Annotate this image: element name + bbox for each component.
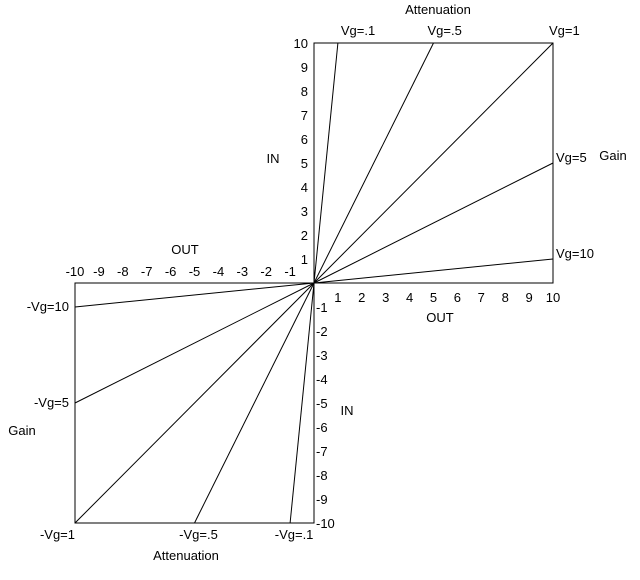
y-tick-label: -9 bbox=[316, 492, 328, 507]
x-tick-label: 3 bbox=[382, 290, 389, 305]
in-label-bottom: IN bbox=[341, 403, 354, 418]
y-tick-label: -1 bbox=[316, 300, 328, 315]
series-label: Vg=10 bbox=[556, 246, 594, 261]
x-tick-label: 2 bbox=[358, 290, 365, 305]
line-vg10 bbox=[313, 258, 554, 284]
y-tick-label: 2 bbox=[301, 228, 308, 243]
x-tick-label: 6 bbox=[454, 290, 461, 305]
line-vg1 bbox=[313, 42, 554, 284]
x-tick-label: -3 bbox=[237, 264, 249, 279]
y-tick-label: -3 bbox=[316, 348, 328, 363]
out-label-top: OUT bbox=[171, 242, 199, 257]
y-tick-label: 4 bbox=[301, 180, 308, 195]
line-vg1 bbox=[313, 42, 339, 284]
series-label: -Vg=5 bbox=[34, 395, 69, 410]
x-tick-label: -1 bbox=[284, 264, 296, 279]
tick-labels: -10 -9 -8 -7 -6 -5 -4 -3 -2 -11 2 3 4 5 6 7 8 9 10-10-9-8-… bbox=[66, 36, 561, 531]
y-tick-label: 9 bbox=[301, 60, 308, 75]
x-tick-label: 4 bbox=[406, 290, 413, 305]
x-tick-label: -4 bbox=[213, 264, 225, 279]
series-label: Vg=1 bbox=[549, 23, 580, 38]
y-tick-label: -8 bbox=[316, 468, 328, 483]
series-label: Vg=5 bbox=[556, 150, 587, 165]
line-vg1 bbox=[74, 282, 315, 524]
y-tick-label: 3 bbox=[301, 204, 308, 219]
x-tick-label: -6 bbox=[165, 264, 177, 279]
axis-labels: Attenuation Gain IN OUT OUT IN Gain Atte… bbox=[8, 2, 626, 563]
series-label: -Vg=.5 bbox=[179, 527, 218, 542]
y-tick-label: -7 bbox=[316, 444, 328, 459]
in-label-top: IN bbox=[267, 151, 280, 166]
y-tick-label: 7 bbox=[301, 108, 308, 123]
x-tick-label: 5 bbox=[430, 290, 437, 305]
gain-label-left: Gain bbox=[8, 423, 35, 438]
attenuation-label-top: Attenuation bbox=[405, 2, 471, 17]
x-tick-label: -9 bbox=[93, 264, 105, 279]
series-label: Vg=.5 bbox=[428, 23, 462, 38]
line-vg1 bbox=[289, 282, 315, 524]
x-tick-label: -8 bbox=[117, 264, 129, 279]
series-label: Vg=.1 bbox=[341, 23, 375, 38]
x-tick-label: -2 bbox=[260, 264, 272, 279]
y-tick-label: -6 bbox=[316, 420, 328, 435]
x-tick-label: 9 bbox=[525, 290, 532, 305]
series-label: -Vg=10 bbox=[27, 299, 69, 314]
x-tick-label: 1 bbox=[334, 290, 341, 305]
out-label-bottom: OUT bbox=[426, 310, 454, 325]
line-vg5 bbox=[313, 162, 554, 284]
attenuation-label-bottom: Attenuation bbox=[153, 548, 219, 563]
y-tick-label: -10 bbox=[316, 516, 335, 531]
y-tick-label: -5 bbox=[316, 396, 328, 411]
x-tick-label: -7 bbox=[141, 264, 153, 279]
y-tick-label: 6 bbox=[301, 132, 308, 147]
y-tick-label: 10 bbox=[294, 36, 308, 51]
x-tick-label: 10 bbox=[546, 290, 560, 305]
line-vg5 bbox=[194, 282, 315, 524]
line-vg10 bbox=[74, 282, 315, 308]
x-tick-label: -10 bbox=[66, 264, 85, 279]
y-tick-label: 8 bbox=[301, 84, 308, 99]
x-tick-label: 7 bbox=[478, 290, 485, 305]
gain-label-right: Gain bbox=[599, 148, 626, 163]
series-labels: Vg=.1 Vg=.5 Vg=1 Vg=5 Vg=10 -Vg=10 -Vg=5 -Vg=1 -… bbox=[27, 23, 594, 542]
x-tick-label: -5 bbox=[189, 264, 201, 279]
series-label: -Vg=1 bbox=[40, 527, 75, 542]
transfer-lines bbox=[74, 42, 554, 524]
series-label: -Vg=.1 bbox=[275, 527, 314, 542]
x-tick-label: 8 bbox=[502, 290, 509, 305]
y-tick-label: 5 bbox=[301, 156, 308, 171]
y-tick-label: 1 bbox=[301, 252, 308, 267]
line-vg5 bbox=[313, 42, 434, 284]
y-tick-label: -4 bbox=[316, 372, 328, 387]
y-tick-label: -2 bbox=[316, 324, 328, 339]
line-vg5 bbox=[74, 282, 315, 404]
